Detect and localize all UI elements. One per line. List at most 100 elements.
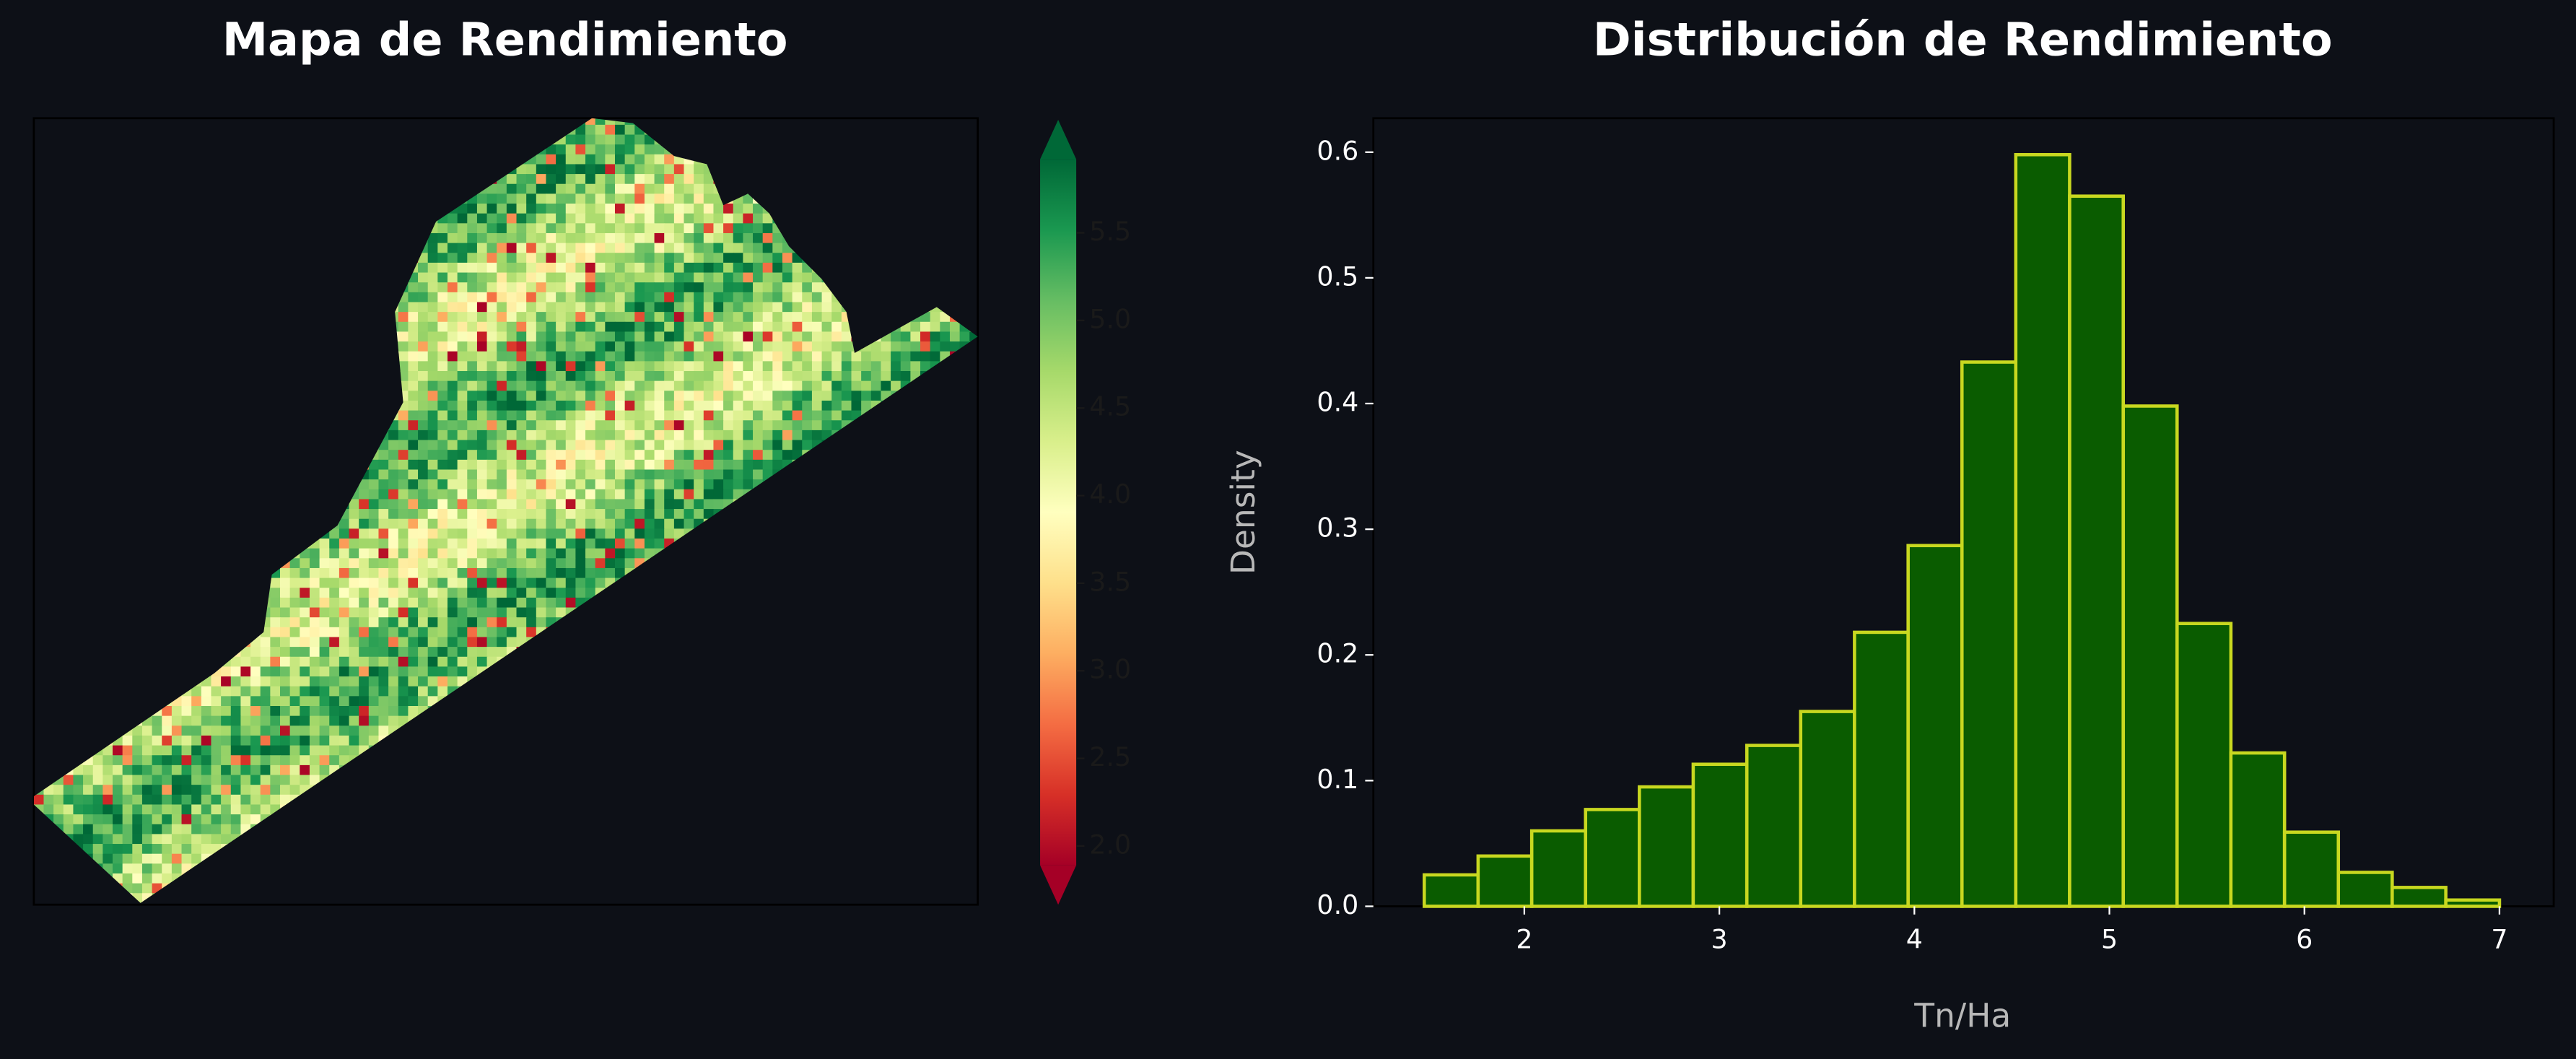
map-cell (772, 459, 783, 471)
map-cell (467, 479, 478, 490)
map-cell (427, 420, 439, 431)
map-cell (427, 331, 439, 342)
map-cell (486, 567, 497, 579)
map-cell (329, 597, 340, 609)
map-cell (733, 479, 744, 490)
map-cell (585, 509, 596, 520)
map-cell (595, 567, 606, 579)
map-cell (437, 617, 448, 628)
map-cell (772, 391, 783, 401)
map-cell (673, 204, 685, 214)
map-cell (743, 272, 754, 283)
map-cell (486, 617, 497, 628)
map-cell (467, 361, 478, 372)
map-cell (565, 548, 577, 559)
map-cell (536, 499, 547, 510)
map-cell (497, 499, 507, 510)
map-cell (802, 312, 813, 323)
map-cell (605, 489, 616, 500)
map-cell (575, 253, 586, 263)
map-cell (565, 440, 577, 450)
map-cell (408, 597, 419, 609)
map-cell (575, 430, 586, 441)
map-cell (664, 204, 675, 214)
map-cell (467, 223, 478, 234)
map-cell (349, 518, 359, 530)
map-cell (851, 400, 862, 411)
map-cell (467, 380, 478, 391)
map-cell (486, 450, 497, 461)
map-cell (280, 597, 291, 609)
map-cell (565, 193, 577, 204)
map-cell (506, 539, 518, 549)
map-cell (595, 459, 606, 471)
map-cell (536, 351, 547, 362)
map-cell (497, 183, 507, 195)
map-cell (457, 459, 468, 471)
map-cell (556, 597, 567, 609)
map-cell (762, 380, 774, 391)
map-cell (723, 223, 734, 234)
map-cell (526, 548, 537, 559)
map-cell (408, 528, 419, 539)
map-cell (437, 253, 448, 263)
map-cell (605, 124, 616, 136)
map-cell (605, 518, 616, 530)
map-cell (516, 450, 527, 461)
map-cell (664, 282, 675, 293)
map-cell (457, 548, 468, 559)
map-cell (319, 548, 330, 559)
map-cell (368, 509, 380, 520)
map-cell (614, 450, 626, 461)
map-cell (673, 420, 685, 431)
map-cell (418, 528, 429, 539)
map-cell (575, 489, 586, 500)
map-cell (703, 509, 715, 520)
map-cell (624, 440, 635, 450)
map-cell (733, 430, 744, 441)
map-cell (476, 459, 488, 471)
map-cell (821, 400, 832, 411)
map-cell (565, 321, 577, 333)
map-cell (673, 253, 685, 263)
map-cell (408, 321, 419, 333)
map-cell (427, 262, 439, 274)
map-cell (723, 410, 734, 421)
map-cell (605, 193, 616, 204)
map-cell (792, 272, 803, 283)
map-cell (673, 380, 685, 391)
map-cell (427, 539, 439, 549)
map-cell (506, 469, 518, 480)
map-cell (664, 479, 675, 490)
map-cell (644, 164, 655, 175)
map-cell (792, 380, 803, 391)
map-cell (634, 321, 645, 333)
map-cell (802, 321, 813, 333)
map-cell (486, 204, 497, 214)
map-cell (536, 292, 547, 303)
map-cell (546, 223, 556, 234)
map-cell (703, 479, 715, 490)
map-cell (516, 607, 527, 618)
map-cell (476, 578, 488, 588)
map-cell (457, 371, 468, 382)
map-cell (713, 321, 724, 333)
map-cell (437, 312, 448, 323)
map-cell (624, 331, 635, 342)
map-cell (821, 361, 832, 372)
map-cell (565, 253, 577, 263)
map-cell (526, 607, 537, 618)
map-cell (388, 450, 399, 461)
map-cell (753, 450, 764, 461)
map-cell (891, 331, 901, 342)
map-cell (437, 567, 448, 579)
map-cell (506, 292, 518, 303)
map-cell (703, 262, 715, 274)
map-cell (418, 351, 429, 362)
map-cell (762, 440, 774, 450)
map-cell (811, 292, 823, 303)
map-cell (497, 213, 507, 225)
map-cell (703, 430, 715, 441)
map-cell (694, 164, 704, 175)
map-cell (753, 351, 764, 362)
